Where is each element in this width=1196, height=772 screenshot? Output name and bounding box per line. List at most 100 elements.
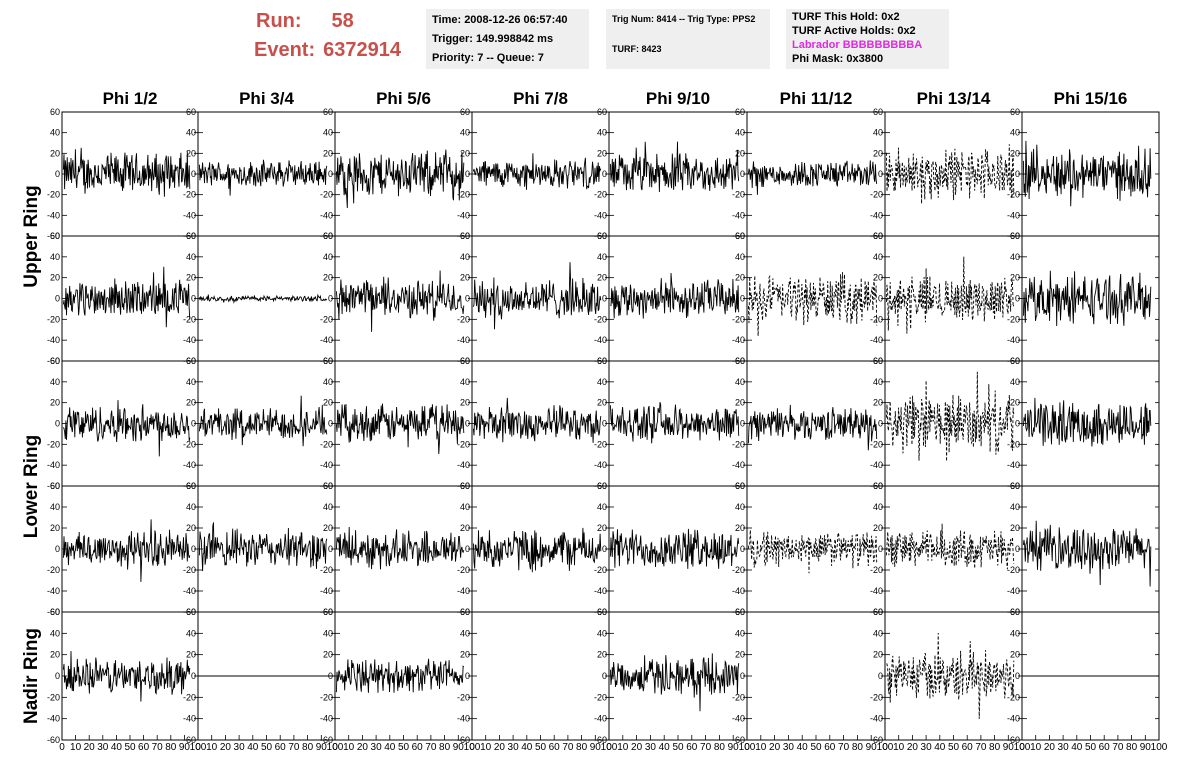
y-tick-label: 0 <box>740 544 745 554</box>
y-tick-label: -40 <box>732 714 745 724</box>
x-tick-label: 30 <box>97 742 109 753</box>
x-tick-label: 10 <box>617 742 629 753</box>
y-tick-label: -20 <box>47 190 60 200</box>
x-tick-label: 50 <box>535 742 547 753</box>
y-tick-label: -40 <box>320 210 333 220</box>
x-tick-label: 100 <box>190 742 207 753</box>
y-tick-label: -20 <box>183 190 196 200</box>
y-tick-label: -20 <box>47 439 60 449</box>
y-tick-label: 20 <box>323 398 333 408</box>
y-tick-label: -40 <box>732 335 745 345</box>
waveform <box>198 522 328 572</box>
y-tick-label: 60 <box>323 481 333 491</box>
y-tick-label: 40 <box>735 377 745 387</box>
x-tick-label: 30 <box>921 742 933 753</box>
waveform <box>335 658 465 693</box>
y-tick-label: -20 <box>457 314 470 324</box>
x-tick-label: 50 <box>1085 742 1097 753</box>
plot-panel <box>61 235 199 362</box>
waveform <box>335 403 465 455</box>
y-tick-label: 60 <box>597 356 607 366</box>
waveform <box>886 632 1015 719</box>
y-tick-label: -40 <box>457 714 470 724</box>
y-tick-label: -20 <box>594 190 607 200</box>
x-tick-label: 80 <box>576 742 588 753</box>
y-tick-label: 40 <box>323 377 333 387</box>
y-tick-label: -20 <box>1007 439 1020 449</box>
y-tick-label: 0 <box>191 671 196 681</box>
y-tick-label: 20 <box>597 398 607 408</box>
x-tick-label: 90 <box>1140 742 1152 753</box>
plot-panel <box>471 111 610 237</box>
y-tick-label: 60 <box>186 231 196 241</box>
y-tick-label: 0 <box>878 294 883 304</box>
ring-label: Nadir Ring <box>21 628 42 724</box>
y-tick-label: 60 <box>50 481 60 491</box>
y-tick-label: -20 <box>870 565 883 575</box>
y-tick-label: 40 <box>597 252 607 262</box>
x-tick-label: 60 <box>1099 742 1111 753</box>
y-tick-label: 40 <box>323 252 333 262</box>
x-tick-label: 100 <box>464 742 481 753</box>
y-tick-label: 0 <box>740 671 745 681</box>
waveform <box>609 401 740 444</box>
y-tick-label: 0 <box>55 544 60 554</box>
y-tick-label: 20 <box>50 650 60 660</box>
run-number: Run: 58 <box>256 8 354 35</box>
x-tick-label: 0 <box>882 742 888 753</box>
y-tick-label: 60 <box>873 231 883 241</box>
y-tick-label: -60 <box>870 735 883 745</box>
waveform <box>1022 270 1152 327</box>
x-tick-label: 20 <box>631 742 643 753</box>
y-tick-label: 40 <box>186 628 196 638</box>
y-tick-label: -60 <box>47 356 60 366</box>
y-tick-label: 40 <box>597 628 607 638</box>
y-tick-label: -40 <box>1007 210 1020 220</box>
y-tick-label: -60 <box>47 231 60 241</box>
y-tick-label: -40 <box>1007 586 1020 596</box>
x-tick-label: 100 <box>327 742 344 753</box>
x-tick-label: 70 <box>975 742 987 753</box>
waveform <box>1022 140 1152 207</box>
y-tick-label: -40 <box>320 714 333 724</box>
y-tick-label: -20 <box>1007 692 1020 702</box>
y-tick-label: -60 <box>320 735 333 745</box>
y-tick-label: 0 <box>602 294 607 304</box>
y-tick-label: 0 <box>191 169 196 179</box>
y-tick-label: 0 <box>191 419 196 429</box>
y-tick-label: 40 <box>735 128 745 138</box>
x-tick-label: 90 <box>866 742 878 753</box>
y-tick-label: 60 <box>50 607 60 617</box>
y-tick-label: 60 <box>186 107 196 117</box>
y-tick-label: -20 <box>47 692 60 702</box>
y-tick-label: 20 <box>735 650 745 660</box>
y-tick-label: 40 <box>50 502 60 512</box>
y-tick-label: 60 <box>1010 231 1020 241</box>
y-tick-label: 40 <box>597 502 607 512</box>
x-tick-label: 40 <box>659 742 671 753</box>
y-tick-label: -20 <box>732 692 745 702</box>
y-tick-label: 0 <box>1015 671 1020 681</box>
x-tick-label: 50 <box>124 742 136 753</box>
y-tick-label: 60 <box>597 481 607 491</box>
x-tick-label: 70 <box>152 742 164 753</box>
y-tick-label: -40 <box>1007 714 1020 724</box>
y-tick-label: -40 <box>320 460 333 470</box>
column-title: Phi 1/2 <box>103 89 158 108</box>
x-tick-label: 50 <box>261 742 273 753</box>
x-tick-label: 30 <box>508 742 520 753</box>
y-tick-label: -40 <box>594 335 607 345</box>
waveform <box>1022 520 1152 587</box>
y-tick-label: 20 <box>460 650 470 660</box>
y-tick-label: -60 <box>47 607 60 617</box>
y-tick-label: 0 <box>55 671 60 681</box>
y-tick-label: -40 <box>183 335 196 345</box>
y-tick-label: 0 <box>878 544 883 554</box>
y-tick-label: -60 <box>732 735 745 745</box>
x-tick-label: 80 <box>165 742 177 753</box>
y-tick-label: 20 <box>186 650 196 660</box>
x-tick-label: 80 <box>1126 742 1138 753</box>
y-tick-label: 0 <box>740 169 745 179</box>
y-tick-label: 60 <box>323 607 333 617</box>
run-value: 58 <box>331 10 354 32</box>
